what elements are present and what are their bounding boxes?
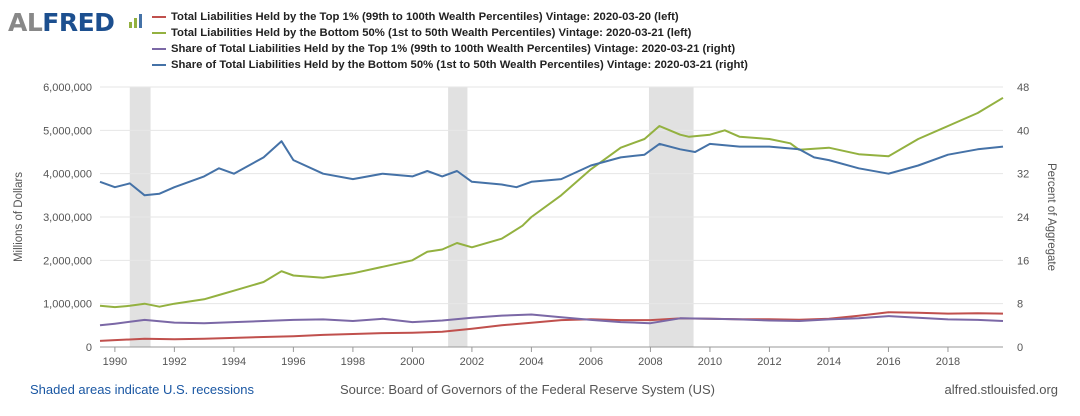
legend-swatch bbox=[152, 16, 166, 18]
x-tick-label: 2006 bbox=[579, 356, 603, 368]
x-tick-label: 1998 bbox=[341, 356, 365, 368]
series-lines bbox=[99, 96, 1004, 342]
series-line-2[interactable] bbox=[99, 96, 1004, 309]
y-tick-right: 40 bbox=[1017, 125, 1029, 137]
logo-bars-icon bbox=[129, 14, 142, 28]
x-tick-label: 2014 bbox=[817, 356, 841, 368]
y-tick-left: 0 bbox=[86, 342, 92, 354]
y-tick-left: 1,000,000 bbox=[43, 299, 92, 311]
alfred-logo[interactable]: ALFRED bbox=[8, 8, 148, 38]
x-tick-label: 1996 bbox=[281, 356, 305, 368]
x-tick-label: 2012 bbox=[757, 356, 781, 368]
x-tick-label: 2004 bbox=[519, 356, 543, 368]
y-tick-right: 48 bbox=[1017, 82, 1029, 94]
legend-item-top1-share[interactable]: Share of Total Liabilities Held by the T… bbox=[152, 41, 1072, 57]
y-tick-right: 0 bbox=[1017, 342, 1023, 354]
legend-label: Total Liabilities Held by the Bottom 50%… bbox=[171, 27, 692, 39]
grid-lines bbox=[100, 86, 1003, 348]
y-tick-left: 6,000,000 bbox=[43, 82, 92, 94]
series-line-3[interactable] bbox=[99, 313, 1004, 327]
y-tick-left: 2,000,000 bbox=[43, 255, 92, 267]
x-tick-label: 1992 bbox=[162, 356, 186, 368]
y-tick-left: 5,000,000 bbox=[43, 125, 92, 137]
site-link[interactable]: alfred.stlouisfed.org bbox=[944, 382, 1058, 397]
legend-label: Share of Total Liabilities Held by the T… bbox=[171, 43, 736, 55]
logo-text: ALFRED bbox=[8, 8, 115, 37]
y-tick-right: 24 bbox=[1017, 212, 1029, 224]
x-tick-label: 2008 bbox=[638, 356, 662, 368]
legend-swatch bbox=[152, 48, 166, 50]
x-tick-label: 2000 bbox=[400, 356, 424, 368]
x-tick-label: 2010 bbox=[698, 356, 722, 368]
legend-item-bottom50-liabilities[interactable]: Total Liabilities Held by the Bottom 50%… bbox=[152, 25, 1072, 41]
y-tick-left: 3,000,000 bbox=[43, 212, 92, 224]
x-tick-label: 1994 bbox=[222, 356, 246, 368]
legend-label: Share of Total Liabilities Held by the B… bbox=[171, 59, 748, 71]
y-axis-right-title: Percent of Aggregate bbox=[1045, 163, 1057, 271]
y-axis-left-title: Millions of Dollars bbox=[13, 172, 25, 262]
legend-swatch bbox=[152, 64, 166, 66]
y-tick-right: 32 bbox=[1017, 169, 1029, 181]
y-tick-left: 4,000,000 bbox=[43, 169, 92, 181]
recessions-note-link[interactable]: Shaded areas indicate U.S. recessions bbox=[30, 382, 255, 397]
source-note: Source: Board of Governors of the Federa… bbox=[340, 382, 715, 397]
axes: 0 0 1,000,000 8 2,000,000 16 3,000,000 24 4,000,… bbox=[43, 82, 1029, 368]
legend-swatch bbox=[152, 32, 166, 34]
legend-item-top1-liabilities[interactable]: Total Liabilities Held by the Top 1% (99… bbox=[152, 9, 1072, 25]
y-tick-right: 8 bbox=[1017, 299, 1023, 311]
line-chart: 0 0 1,000,000 8 2,000,000 16 3,000,000 24 4,000,… bbox=[13, 82, 1057, 368]
x-tick-label: 2016 bbox=[876, 356, 900, 368]
x-tick-label: 1990 bbox=[103, 356, 127, 368]
legend-item-bottom50-share[interactable]: Share of Total Liabilities Held by the B… bbox=[152, 57, 1072, 73]
series-line-4[interactable] bbox=[99, 140, 1004, 197]
legend-label: Total Liabilities Held by the Top 1% (99… bbox=[171, 11, 679, 23]
series-line-1[interactable] bbox=[99, 311, 1004, 342]
x-tick-label: 2018 bbox=[936, 356, 960, 368]
chart-legend: Total Liabilities Held by the Top 1% (99… bbox=[152, 9, 1072, 73]
x-tick-label: 2002 bbox=[460, 356, 484, 368]
y-tick-right: 16 bbox=[1017, 255, 1029, 267]
